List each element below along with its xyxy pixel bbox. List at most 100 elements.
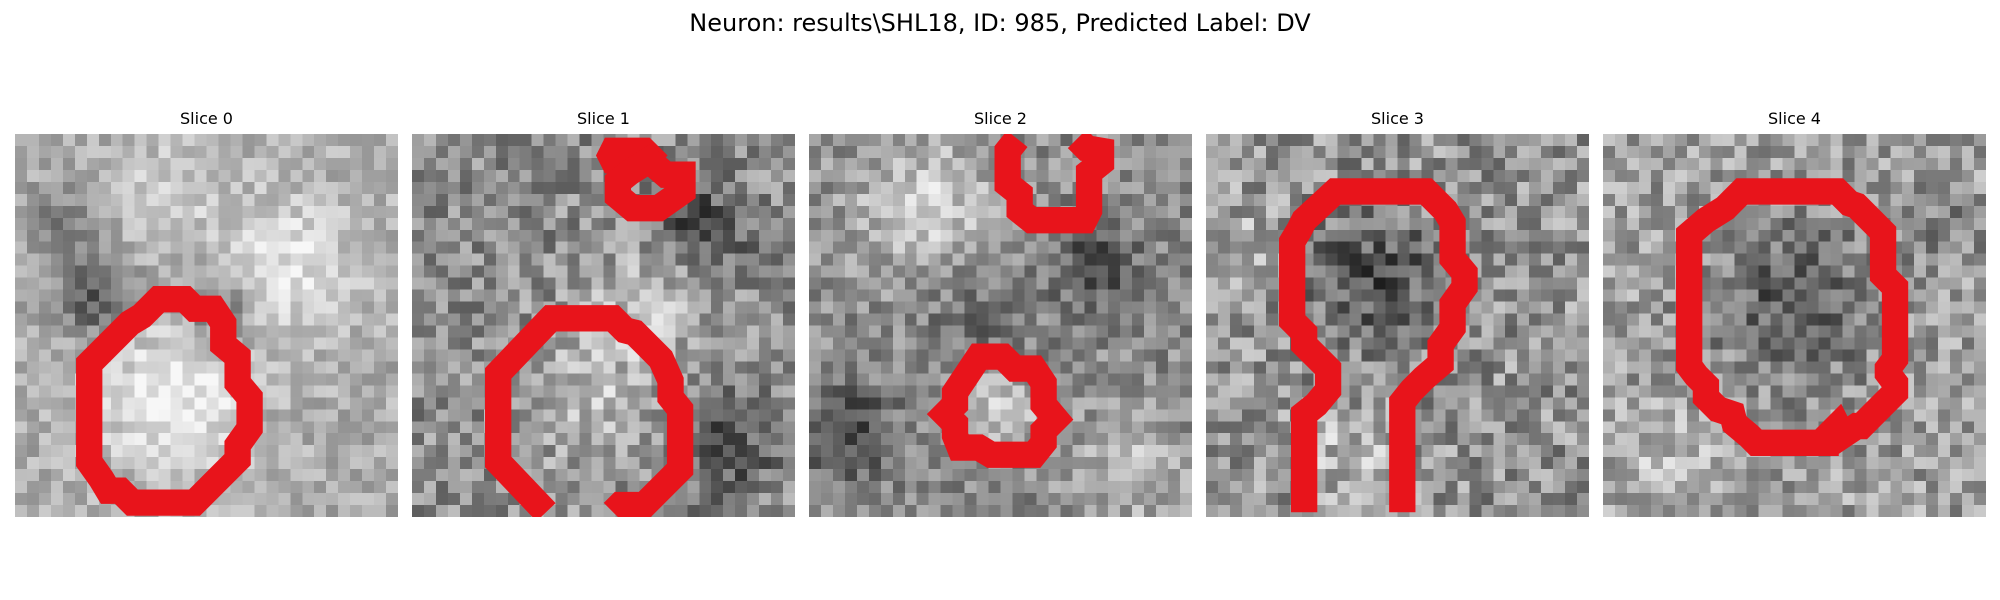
slice-panel-1: Slice 1 — [412, 108, 795, 517]
image-pixel — [374, 493, 387, 506]
image-pixel — [1926, 301, 1939, 314]
image-pixel — [1674, 385, 1688, 398]
image-pixel — [1241, 217, 1255, 230]
image-pixel — [1626, 445, 1640, 458]
image-pixel — [699, 433, 712, 446]
image-pixel — [567, 265, 580, 278]
image-pixel — [350, 469, 363, 482]
image-pixel — [615, 481, 628, 494]
image-pixel — [26, 433, 40, 446]
image-pixel — [1577, 421, 1589, 434]
image-pixel — [1553, 373, 1566, 386]
image-pixel — [495, 277, 508, 290]
image-pixel — [1048, 481, 1061, 494]
image-pixel — [555, 457, 568, 470]
image-pixel — [519, 181, 532, 195]
image-pixel — [1397, 301, 1410, 314]
image-pixel — [1433, 265, 1446, 278]
image-pixel — [1060, 277, 1073, 290]
image-pixel — [62, 373, 76, 386]
image-pixel — [567, 145, 580, 159]
image-pixel — [1253, 325, 1267, 338]
image-pixel — [916, 373, 929, 386]
image-pixel — [1385, 145, 1398, 159]
image-pixel — [254, 349, 267, 362]
image-pixel — [1577, 205, 1589, 219]
image-pixel — [1794, 241, 1807, 254]
image-pixel — [844, 169, 858, 183]
image-pixel — [266, 134, 279, 147]
image-pixel — [771, 301, 784, 314]
image-pixel — [1325, 505, 1338, 517]
image-pixel — [290, 157, 303, 171]
image-pixel — [1144, 241, 1157, 254]
image-pixel — [1962, 145, 1975, 159]
image-pixel — [1926, 241, 1939, 254]
image-pixel — [1217, 445, 1231, 458]
image-pixel — [783, 181, 795, 195]
image-pixel — [868, 145, 882, 159]
image-pixel — [1397, 241, 1410, 254]
image-pixel — [1481, 361, 1494, 374]
image-pixel — [158, 193, 171, 207]
image-pixel — [218, 205, 231, 219]
image-pixel — [507, 289, 520, 302]
image-pixel — [1926, 313, 1939, 326]
image-pixel — [206, 421, 219, 434]
image-pixel — [62, 157, 76, 171]
image-pixel — [471, 397, 485, 410]
image-pixel — [844, 409, 858, 422]
image-pixel — [350, 385, 363, 398]
image-pixel — [735, 241, 748, 254]
image-pixel — [1385, 289, 1398, 302]
image-pixel — [314, 337, 327, 350]
image-pixel — [783, 445, 795, 458]
image-pixel — [62, 289, 76, 302]
image-pixel — [519, 409, 532, 422]
image-pixel — [26, 373, 40, 386]
image-pixel — [940, 301, 953, 314]
image-pixel — [314, 325, 327, 338]
image-pixel — [952, 469, 965, 482]
image-pixel — [435, 313, 449, 326]
image-pixel — [747, 349, 760, 362]
image-pixel — [1481, 301, 1494, 314]
image-pixel — [122, 217, 135, 230]
image-pixel — [675, 349, 688, 362]
image-pixel — [412, 301, 425, 314]
image-pixel — [266, 265, 279, 278]
image-pixel — [1493, 313, 1506, 326]
image-pixel — [759, 409, 772, 422]
image-pixel — [904, 409, 917, 422]
image-pixel — [916, 229, 929, 242]
image-pixel — [1120, 421, 1133, 434]
image-pixel — [1024, 157, 1037, 171]
image-pixel — [423, 493, 437, 506]
image-pixel — [1603, 193, 1616, 207]
image-pixel — [771, 313, 784, 326]
image-pixel — [856, 505, 870, 517]
image-pixel — [459, 253, 473, 266]
image-pixel — [1385, 253, 1398, 266]
image-pixel — [1722, 289, 1735, 302]
image-pixel — [290, 145, 303, 159]
image-pixel — [1337, 313, 1350, 326]
image-pixel — [1421, 445, 1434, 458]
image-pixel — [1650, 349, 1664, 362]
image-pixel — [844, 181, 858, 195]
image-pixel — [1469, 361, 1482, 374]
image-pixel — [38, 421, 52, 434]
image-pixel — [1541, 205, 1554, 219]
image-pixel — [98, 134, 111, 147]
image-pixel — [1577, 301, 1589, 314]
image-pixel — [74, 481, 88, 494]
image-pixel — [1529, 145, 1542, 159]
image-pixel — [880, 397, 894, 410]
image-pixel — [603, 229, 616, 242]
image-pixel — [555, 253, 568, 266]
image-pixel — [1517, 325, 1530, 338]
image-pixel — [1036, 181, 1049, 195]
image-pixel — [591, 505, 604, 517]
image-pixel — [747, 481, 760, 494]
image-pixel — [1132, 169, 1145, 183]
